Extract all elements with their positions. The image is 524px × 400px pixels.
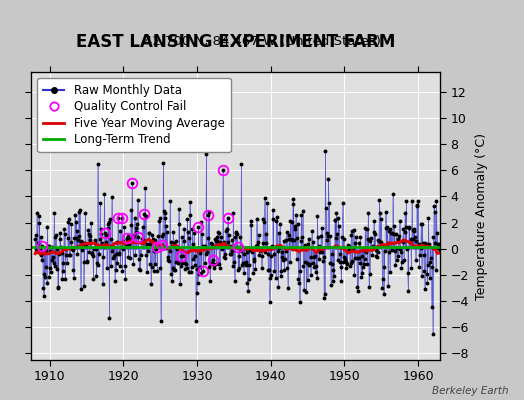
Legend: Raw Monthly Data, Quality Control Fail, Five Year Moving Average, Long-Term Tren: Raw Monthly Data, Quality Control Fail, … — [37, 78, 231, 152]
Title: EAST LANSING EXPERIMENT FARM: EAST LANSING EXPERIMENT FARM — [76, 33, 396, 51]
Y-axis label: Temperature Anomaly (°C): Temperature Anomaly (°C) — [475, 132, 488, 300]
Text: 42.700 N, 84.467 W (United States): 42.700 N, 84.467 W (United States) — [144, 36, 380, 48]
Text: Berkeley Earth: Berkeley Earth — [432, 386, 508, 396]
